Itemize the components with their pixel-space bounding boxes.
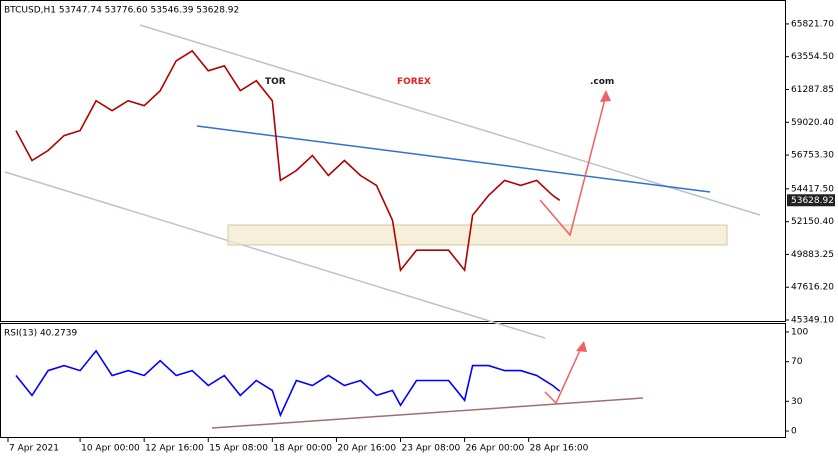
last-price-box xyxy=(787,194,835,207)
arrow-head xyxy=(600,90,611,102)
price-panel xyxy=(0,0,786,322)
y-tick-label: 59020.40 xyxy=(791,118,834,128)
rsi-trend-line xyxy=(211,397,644,429)
y-tick-label: 45349.10 xyxy=(791,316,834,326)
y-tick-label: 52150.40 xyxy=(791,217,834,227)
logo-forex: FOREX xyxy=(397,77,431,87)
trend-line xyxy=(196,125,711,193)
y-tick-label: 49883.25 xyxy=(791,250,834,260)
x-tick-label: 7 Apr 2021 xyxy=(9,444,59,454)
x-tick-label: 23 Apr 08:00 xyxy=(402,444,461,454)
y-tick-label: 61287.85 xyxy=(791,85,834,95)
x-tick-label: 12 Apr 16:00 xyxy=(145,444,204,454)
support-zone xyxy=(227,224,728,246)
chart-title: BTCUSD,H1 53747.74 53776.60 53546.39 536… xyxy=(4,6,239,16)
x-tick-label: 26 Apr 00:00 xyxy=(466,444,525,454)
y-tick-label: 0 xyxy=(791,427,797,437)
channel-lower xyxy=(4,171,546,339)
data-line xyxy=(15,349,561,418)
forecast-arrow xyxy=(539,94,607,237)
data-line xyxy=(15,49,561,273)
logo-tor: TOR xyxy=(265,77,286,87)
y-tick-label: 30 xyxy=(791,397,803,407)
y-tick-label: 63554.50 xyxy=(791,52,834,62)
x-tick-label: 28 Apr 16:00 xyxy=(530,444,589,454)
x-tick-label: 18 Apr 00:00 xyxy=(273,444,332,454)
logo-com: .com xyxy=(590,77,614,87)
rsi-title: RSI(13) 40.2739 xyxy=(4,329,77,339)
last-price-label: 53628.92 xyxy=(791,196,834,206)
x-tick-label: 10 Apr 00:00 xyxy=(81,444,140,454)
x-tick-label: 20 Apr 16:00 xyxy=(337,444,396,454)
y-tick-label: 70 xyxy=(791,357,803,367)
x-tick-label: 15 Apr 08:00 xyxy=(209,444,268,454)
arrow-head xyxy=(576,341,587,352)
y-tick-label: 56753.30 xyxy=(791,151,834,161)
rsi-panel xyxy=(0,323,786,438)
channel-upper xyxy=(139,24,761,216)
y-tick-label: 47616.20 xyxy=(791,283,834,293)
y-tick-label: 54417.50 xyxy=(791,184,834,194)
y-tick-label: 65821.70 xyxy=(791,19,834,29)
y-tick-label: 100 xyxy=(791,327,808,337)
rsi-forecast-arrow xyxy=(544,345,583,405)
